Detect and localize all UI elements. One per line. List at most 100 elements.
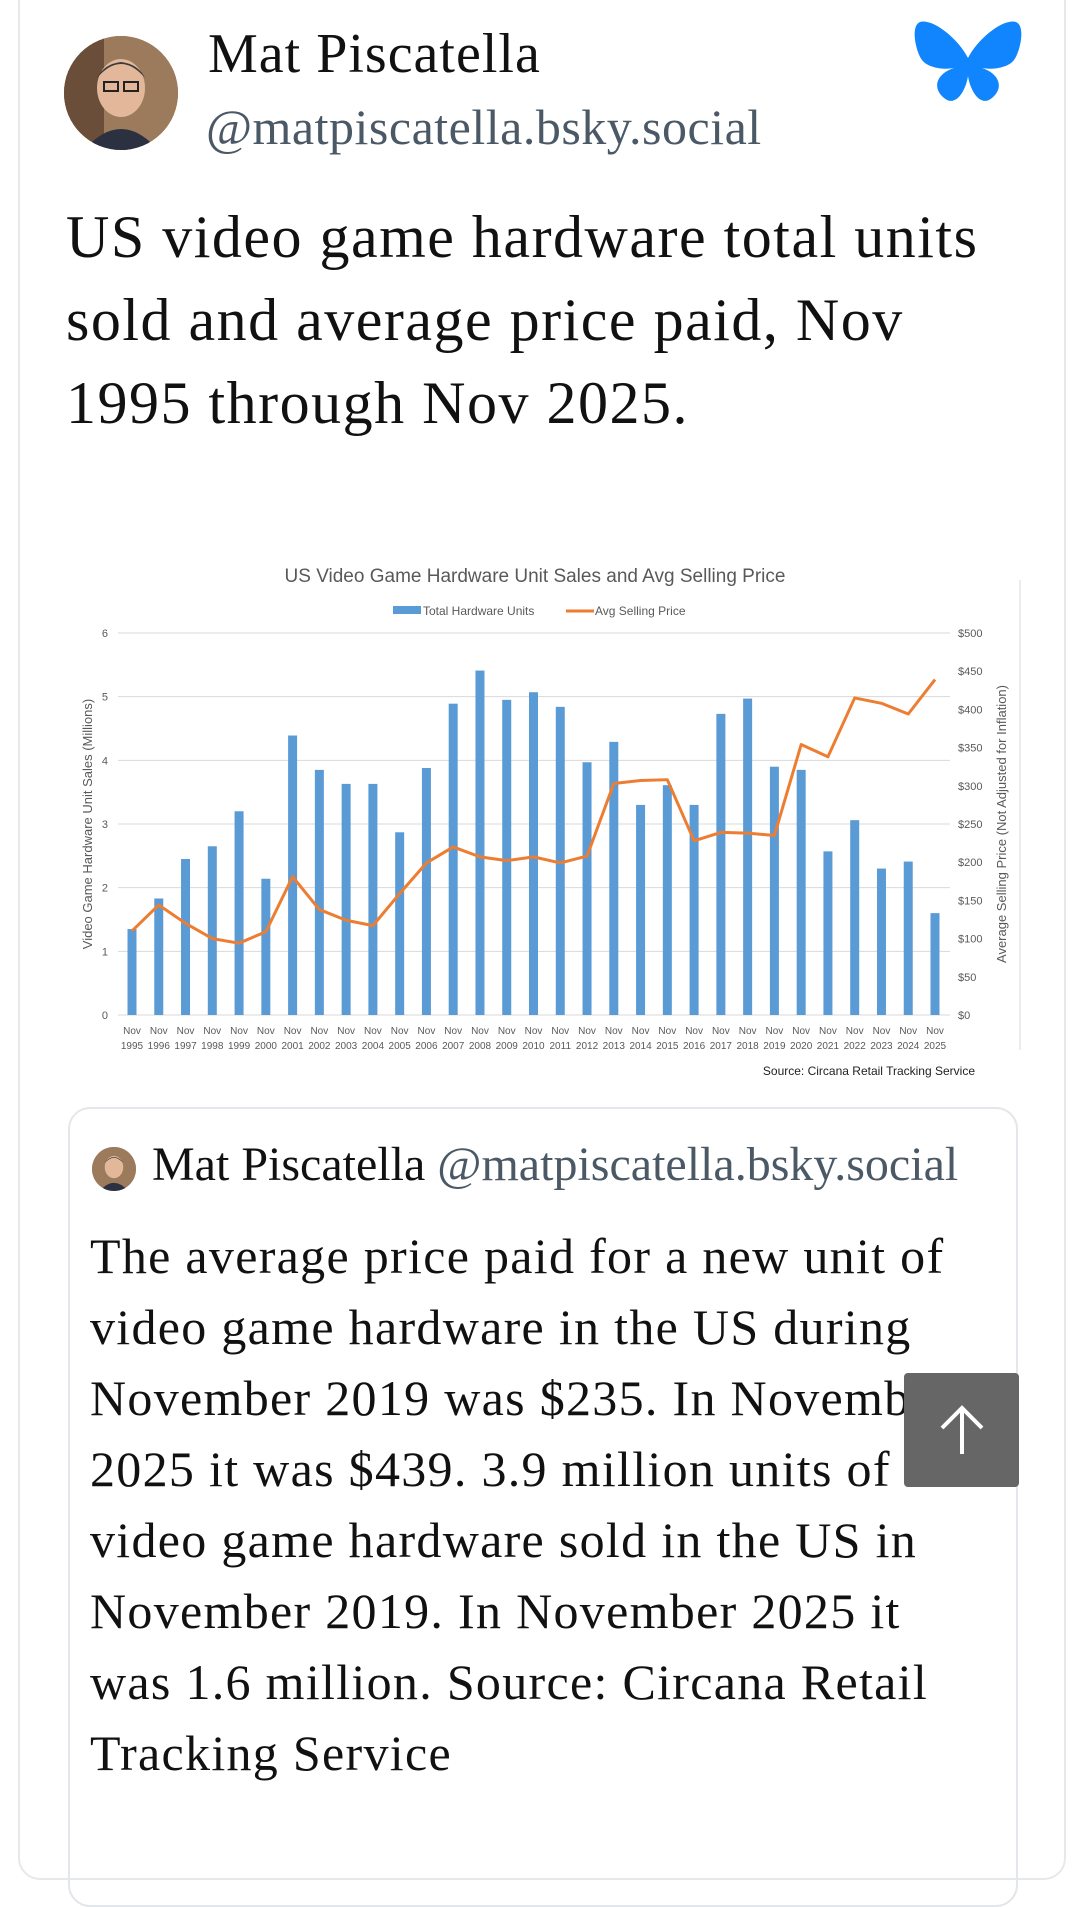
x-tick-month: Nov: [444, 1026, 462, 1037]
x-tick-month: Nov: [418, 1026, 436, 1037]
x-tick-month: Nov: [792, 1026, 810, 1037]
x-tick-month: Nov: [899, 1026, 917, 1037]
y-tick-label: 2: [102, 883, 108, 895]
x-tick-year: 2021: [817, 1041, 840, 1052]
x-tick-month: Nov: [926, 1026, 944, 1037]
x-tick-year: 2013: [603, 1041, 626, 1052]
author-avatar[interactable]: [64, 36, 178, 150]
x-tick-year: 2002: [308, 1041, 331, 1052]
x-tick-month: Nov: [203, 1026, 221, 1037]
x-tick-year: 2015: [656, 1041, 679, 1052]
quoted-post[interactable]: Mat Piscatella @matpiscatella.bsky.socia…: [68, 1107, 1018, 1907]
x-tick-year: 1999: [228, 1041, 251, 1052]
x-tick-month: Nov: [846, 1026, 864, 1037]
bar: [689, 804, 699, 1015]
x-tick-year: 2016: [683, 1041, 706, 1052]
chart-source: Source: Circana Retail Tracking Service: [763, 1064, 975, 1078]
bar: [850, 820, 860, 1015]
bar: [609, 741, 619, 1015]
x-tick-year: 2017: [710, 1041, 733, 1052]
y2-tick-label: $400: [958, 704, 982, 716]
bar: [662, 785, 672, 1015]
y-tick-label: 6: [102, 628, 108, 640]
x-tick-year: 1998: [201, 1041, 224, 1052]
bar: [261, 878, 271, 1015]
x-tick-month: Nov: [364, 1026, 382, 1037]
legend-units-label: Total Hardware Units: [423, 604, 534, 618]
bar: [127, 929, 137, 1015]
bar: [395, 832, 405, 1015]
y-tick-label: 5: [102, 692, 108, 704]
x-tick-year: 2000: [255, 1041, 278, 1052]
x-tick-month: Nov: [685, 1026, 703, 1037]
y2-tick-label: $300: [958, 781, 982, 793]
bar: [529, 692, 538, 1015]
x-tick-year: 2014: [629, 1041, 652, 1052]
author-name[interactable]: Mat Piscatella: [208, 23, 541, 85]
chart-legend: Total Hardware Units Avg Selling Price: [393, 604, 686, 618]
y2-tick-label: $350: [958, 743, 982, 755]
x-tick-month: Nov: [578, 1026, 596, 1037]
x-tick-year: 2006: [415, 1041, 438, 1052]
y-tick-label: 0: [102, 1010, 108, 1022]
y2-tick-label: $450: [958, 666, 982, 678]
y2-axis-title: Average Selling Price (Not Adjusted for …: [994, 685, 1009, 963]
x-tick-year: 2010: [522, 1041, 545, 1052]
y-tick-label: 4: [102, 755, 108, 767]
bar: [502, 699, 512, 1015]
x-tick-month: Nov: [230, 1026, 248, 1037]
x-tick-year: 2001: [281, 1041, 304, 1052]
x-tick-year: 2007: [442, 1041, 465, 1052]
x-tick-year: 2011: [550, 1041, 572, 1052]
bar: [636, 804, 646, 1015]
bar: [314, 769, 324, 1015]
x-tick-month: Nov: [471, 1026, 489, 1037]
x-tick-month: Nov: [310, 1026, 328, 1037]
bar: [207, 846, 217, 1015]
bar: [341, 783, 351, 1015]
y2-tick-label: $500: [958, 628, 982, 640]
y2-tick-label: $50: [958, 972, 976, 984]
x-tick-month: Nov: [177, 1026, 195, 1037]
bar: [796, 769, 806, 1015]
quoted-author-handle: @matpiscatella.bsky.social: [437, 1138, 959, 1191]
bar: [368, 783, 378, 1015]
bar: [448, 703, 458, 1015]
x-tick-month: Nov: [551, 1026, 569, 1037]
x-tick-month: Nov: [498, 1026, 516, 1037]
chart-title: US Video Game Hardware Unit Sales and Av…: [285, 566, 786, 587]
x-tick-year: 2005: [389, 1041, 412, 1052]
x-tick-year: 1997: [174, 1041, 197, 1052]
quoted-author-avatar: [92, 1147, 136, 1191]
x-tick-month: Nov: [525, 1026, 543, 1037]
bar: [475, 670, 485, 1015]
x-tick-year: 2004: [362, 1041, 385, 1052]
y2-tick-label: $200: [958, 857, 982, 869]
bluesky-butterfly-icon[interactable]: [914, 18, 1022, 110]
bar: [823, 851, 833, 1015]
bar: [234, 811, 244, 1015]
x-tick-month: Nov: [658, 1026, 676, 1037]
x-tick-year: 2025: [924, 1041, 947, 1052]
legend-price-label: Avg Selling Price: [595, 604, 686, 618]
x-tick-year: 2022: [844, 1041, 867, 1052]
post-text: US video game hardware total units sold …: [66, 204, 979, 436]
x-tick-year: 2024: [897, 1041, 920, 1052]
author-handle[interactable]: @matpiscatella.bsky.social: [206, 99, 762, 155]
x-tick-month: Nov: [257, 1026, 275, 1037]
bar: [421, 767, 431, 1015]
x-tick-year: 2009: [496, 1041, 519, 1052]
x-tick-month: Nov: [739, 1026, 757, 1037]
quoted-author-name: Mat Piscatella: [152, 1138, 426, 1191]
x-tick-month: Nov: [123, 1026, 141, 1037]
x-tick-month: Nov: [150, 1026, 168, 1037]
x-tick-year: 2019: [763, 1041, 786, 1052]
x-tick-month: Nov: [391, 1026, 409, 1037]
x-tick-month: Nov: [873, 1026, 891, 1037]
x-tick-year: 2012: [576, 1041, 599, 1052]
bar: [555, 706, 565, 1015]
price-line: [130, 678, 937, 945]
x-tick-month: Nov: [712, 1026, 730, 1037]
scroll-to-top-button[interactable]: [904, 1373, 1019, 1487]
x-tick-year: 2003: [335, 1041, 358, 1052]
